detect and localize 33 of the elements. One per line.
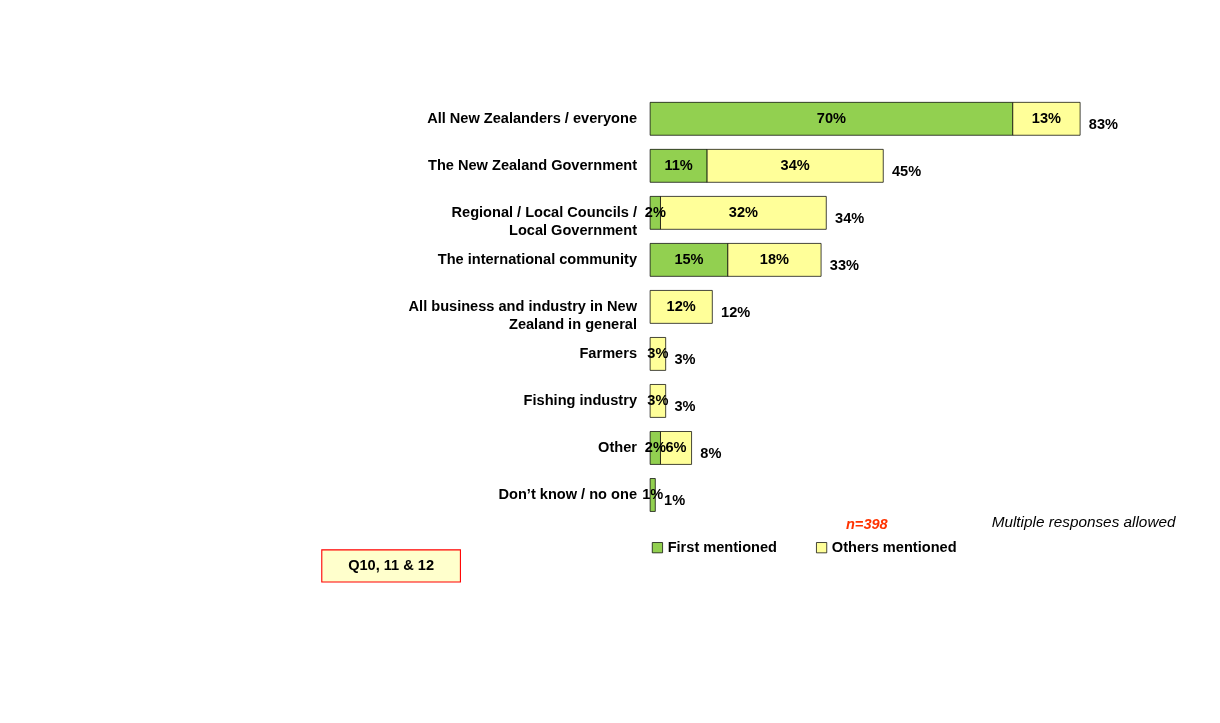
annotation: Multiple responses allowed bbox=[991, 512, 1176, 530]
total-label: 3% bbox=[674, 398, 696, 415]
text: Q10, 11 & 12 bbox=[348, 557, 435, 574]
annotation: n=398 bbox=[845, 515, 889, 532]
legend-label: Others mentioned bbox=[831, 539, 957, 556]
total-label: 3% bbox=[674, 351, 696, 368]
data-label: 13% bbox=[1031, 110, 1062, 127]
data-label: 6% bbox=[665, 439, 687, 456]
total-label: 45% bbox=[892, 163, 922, 180]
data-label: 18% bbox=[759, 251, 790, 268]
data-label: 11% bbox=[664, 157, 693, 174]
y-tick-label: Farmers bbox=[579, 345, 637, 362]
data-label: 70% bbox=[816, 110, 847, 127]
y-tick-label: Other bbox=[598, 439, 638, 456]
y-tick-label: All business and industry in New Zealand in general bbox=[408, 298, 638, 332]
total-label: 1% bbox=[664, 492, 686, 509]
total-label: 8% bbox=[700, 445, 722, 462]
y-tick-label: Fishing industry bbox=[523, 392, 638, 409]
legend-label: First mentioned bbox=[667, 539, 777, 556]
data-label: 12% bbox=[666, 298, 696, 315]
y-tick-label: The international community bbox=[437, 251, 638, 268]
total-label: 34% bbox=[835, 210, 865, 227]
data-label: 32% bbox=[728, 204, 758, 221]
y-tick-label: Regional / Local Councils / Local Government bbox=[451, 204, 638, 238]
y-tick-label: The New Zealand Government bbox=[428, 157, 638, 174]
total-label: 12% bbox=[721, 304, 751, 321]
data-label: 34% bbox=[780, 157, 810, 174]
data-label: 15% bbox=[674, 251, 704, 268]
bar bbox=[649, 290, 713, 324]
total-label: 33% bbox=[829, 257, 860, 274]
y-tick-label: All New Zealanders / everyone bbox=[427, 110, 637, 127]
total-label: 83% bbox=[1088, 116, 1119, 133]
y-tick-label: Don’t know / no one bbox=[498, 486, 637, 503]
